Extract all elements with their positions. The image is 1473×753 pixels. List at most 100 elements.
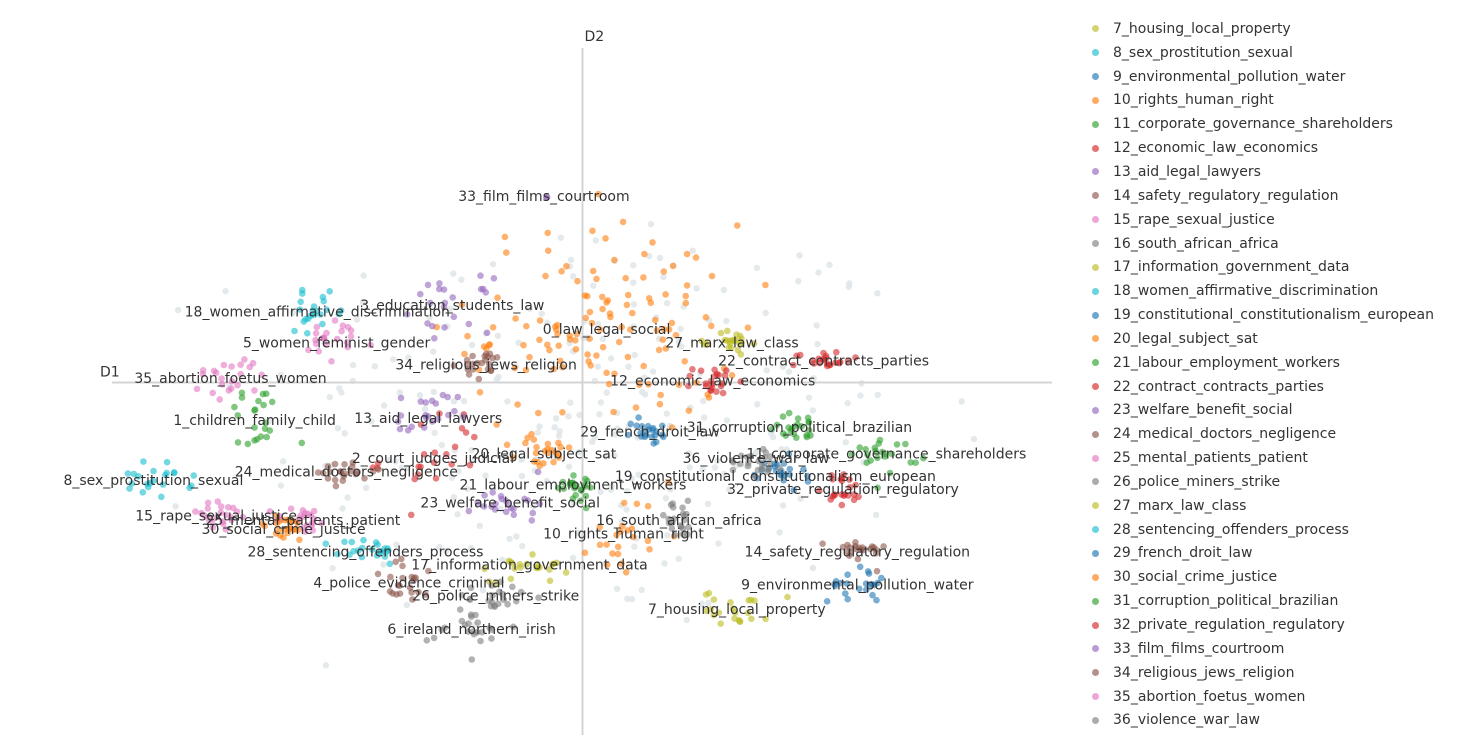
data-point[interactable]	[483, 329, 491, 337]
data-point[interactable]	[432, 475, 440, 482]
data-point[interactable]	[523, 322, 530, 330]
data-point[interactable]	[729, 466, 737, 474]
data-point[interactable]	[682, 299, 690, 307]
data-point[interactable]	[504, 601, 511, 608]
data-point[interactable]	[474, 359, 481, 367]
data-point[interactable]	[715, 609, 723, 616]
data-point[interactable]	[458, 425, 466, 432]
data-point[interactable]	[535, 409, 542, 417]
data-point[interactable]	[397, 394, 405, 402]
data-point[interactable]	[710, 611, 718, 619]
data-point[interactable]	[429, 418, 436, 425]
data-point[interactable]	[745, 459, 752, 467]
legend-item[interactable]: 8_sex_prostitution_sexual	[1086, 41, 1471, 65]
data-point[interactable]	[618, 323, 625, 331]
data-point[interactable]	[669, 262, 677, 270]
data-point[interactable]	[577, 486, 585, 494]
data-point[interactable]	[376, 549, 383, 557]
data-point[interactable]	[780, 460, 788, 467]
data-point[interactable]	[319, 469, 327, 477]
data-point[interactable]	[424, 281, 432, 289]
data-point[interactable]	[255, 397, 262, 405]
data-point[interactable]	[603, 541, 610, 548]
data-point[interactable]	[624, 353, 632, 361]
data-point[interactable]	[604, 297, 612, 304]
data-point[interactable]	[398, 555, 405, 563]
data-point[interactable]	[450, 313, 458, 321]
data-point[interactable]	[611, 256, 618, 264]
data-point[interactable]	[263, 433, 271, 441]
data-point[interactable]	[530, 436, 538, 443]
data-point[interactable]	[589, 267, 597, 275]
data-point[interactable]	[485, 360, 493, 368]
data-point[interactable]	[319, 320, 326, 328]
legend-item[interactable]: 30_social_crime_justice	[1086, 565, 1471, 589]
data-point[interactable]	[776, 464, 783, 472]
data-point[interactable]	[659, 431, 666, 439]
data-point[interactable]	[251, 424, 258, 431]
data-point[interactable]	[333, 335, 341, 343]
data-point[interactable]	[862, 446, 869, 453]
data-point[interactable]	[374, 459, 382, 467]
data-point[interactable]	[748, 615, 755, 623]
data-point[interactable]	[868, 580, 876, 588]
data-point[interactable]	[474, 499, 482, 507]
data-point[interactable]	[464, 361, 471, 368]
data-point[interactable]	[469, 352, 476, 360]
data-point[interactable]	[760, 445, 767, 453]
legend-item[interactable]: 36_violence_war_law	[1086, 708, 1471, 732]
data-point[interactable]	[374, 541, 381, 548]
data-point[interactable]	[717, 620, 724, 627]
data-point[interactable]	[751, 472, 759, 480]
data-point[interactable]	[476, 389, 484, 396]
data-point[interactable]	[487, 367, 495, 375]
data-point[interactable]	[489, 354, 496, 362]
legend-item[interactable]: 26_police_miners_strike	[1086, 470, 1471, 494]
legend-item[interactable]: 34_religious_jews_religion	[1086, 661, 1471, 685]
data-point[interactable]	[589, 227, 596, 235]
data-point[interactable]	[492, 500, 499, 508]
data-point[interactable]	[296, 306, 304, 313]
data-point[interactable]	[233, 508, 241, 515]
data-point[interactable]	[464, 628, 472, 635]
data-point[interactable]	[582, 492, 590, 500]
data-point[interactable]	[445, 411, 452, 419]
legend-item[interactable]: 25_mental_patients_patient	[1086, 446, 1471, 470]
data-point[interactable]	[599, 305, 606, 313]
data-point[interactable]	[497, 578, 504, 586]
data-point[interactable]	[297, 512, 304, 519]
data-point[interactable]	[509, 454, 517, 461]
data-point[interactable]	[510, 623, 517, 631]
data-point[interactable]	[764, 466, 772, 473]
data-point[interactable]	[614, 550, 622, 558]
data-point[interactable]	[489, 489, 497, 496]
data-point[interactable]	[520, 341, 527, 349]
data-point[interactable]	[680, 516, 688, 524]
data-point[interactable]	[440, 303, 448, 311]
data-point[interactable]	[611, 370, 618, 378]
data-point[interactable]	[298, 439, 306, 447]
data-point[interactable]	[339, 322, 347, 330]
data-point[interactable]	[761, 454, 769, 461]
data-point[interactable]	[439, 391, 447, 399]
data-point[interactable]	[833, 348, 840, 356]
data-point[interactable]	[324, 463, 332, 470]
data-point[interactable]	[496, 588, 503, 596]
data-point[interactable]	[854, 555, 862, 563]
data-point[interactable]	[711, 366, 718, 374]
data-point[interactable]	[162, 471, 169, 479]
data-point[interactable]	[234, 412, 242, 419]
data-point[interactable]	[863, 586, 870, 594]
data-point[interactable]	[624, 431, 632, 439]
data-point[interactable]	[297, 298, 305, 306]
data-point[interactable]	[641, 250, 648, 258]
data-point[interactable]	[536, 500, 543, 508]
data-point[interactable]	[856, 563, 864, 571]
data-point[interactable]	[850, 496, 858, 504]
data-point[interactable]	[610, 408, 617, 416]
data-point[interactable]	[490, 275, 498, 282]
data-point[interactable]	[880, 543, 887, 550]
data-point[interactable]	[683, 250, 691, 258]
data-point[interactable]	[426, 299, 434, 307]
data-point[interactable]	[852, 481, 859, 489]
